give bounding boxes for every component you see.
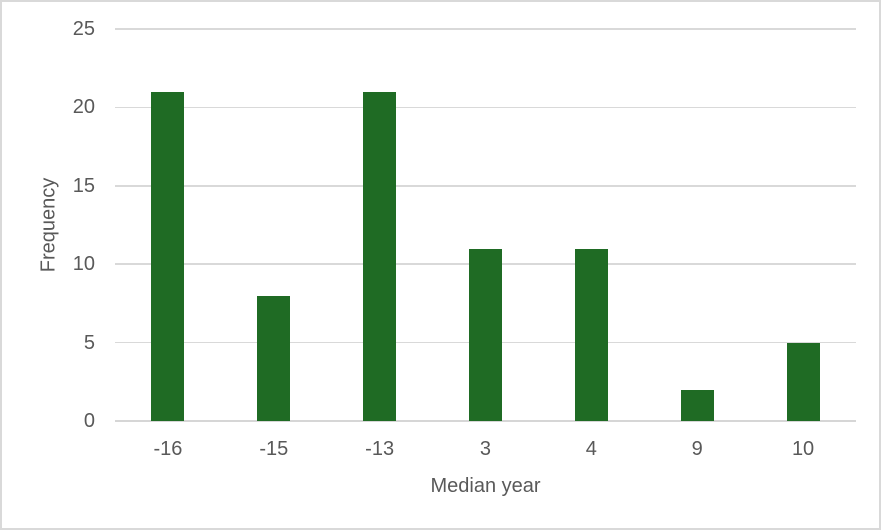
gridline — [115, 106, 856, 109]
x-tick-label: 10 — [791, 438, 815, 460]
y-tick-label: 25 — [72, 18, 95, 40]
x-axis-title: Median year — [430, 475, 541, 497]
y-tick-label: 15 — [72, 174, 95, 197]
bar — [151, 91, 185, 421]
bar — [680, 389, 714, 421]
x-tick-label: -16 — [153, 438, 183, 460]
gridline — [115, 28, 856, 30]
bar — [786, 342, 820, 421]
bar — [257, 295, 291, 421]
gridline — [115, 185, 856, 187]
x-tick-label: -15 — [259, 438, 289, 460]
bar — [469, 248, 502, 421]
x-tick-label: -13 — [365, 438, 395, 460]
plot-area — [115, 28, 856, 422]
y-tick-label: 0 — [83, 410, 95, 432]
x-tick-label: 3 — [479, 438, 492, 460]
bar — [574, 248, 608, 421]
x-tick-label: 4 — [585, 438, 597, 460]
y-tick-label: 10 — [72, 253, 95, 276]
y-tick-label: 5 — [83, 331, 95, 354]
bar — [363, 91, 397, 421]
y-tick-label: 20 — [72, 96, 95, 119]
x-tick-label: 9 — [691, 438, 703, 460]
x-axis-line — [115, 420, 856, 422]
